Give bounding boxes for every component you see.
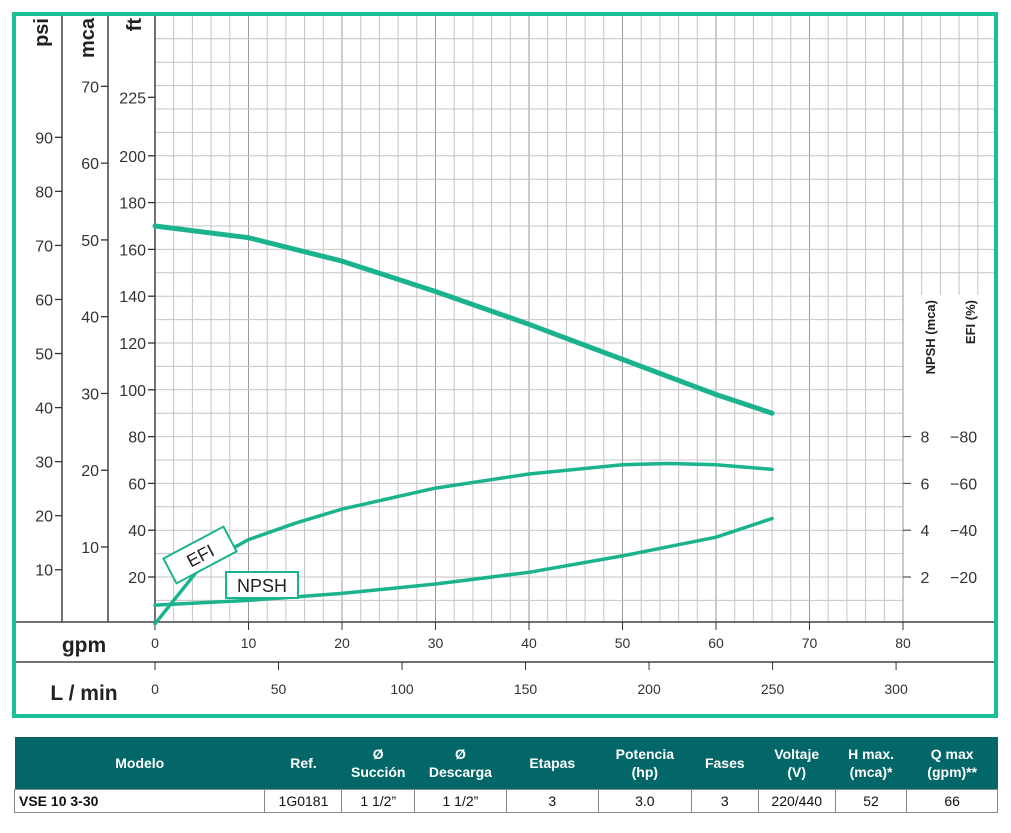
table-cell: VSE 10 3-30 — [13, 789, 266, 813]
y-tick-label: 100 — [119, 383, 146, 400]
y-right-tick-label: −80 — [950, 430, 977, 447]
table-cell: 52 — [834, 789, 908, 813]
y-tick-label: 10 — [81, 540, 99, 557]
npsh-label: NPSH — [237, 576, 287, 596]
column-header: Q max (gpm)** — [906, 737, 998, 790]
table-cell: 3 — [505, 789, 599, 813]
y-tick-label: 180 — [119, 196, 146, 213]
x2-tick-label: 50 — [271, 681, 287, 697]
column-header: Etapas — [506, 737, 599, 790]
table-cell: 1 1/2” — [341, 789, 416, 813]
x2-tick-label: 300 — [884, 681, 908, 697]
y-right-tick-label: 8 — [921, 430, 930, 447]
chart-frame — [12, 12, 998, 718]
x-tick-label: 0 — [151, 635, 159, 651]
spec-table: Modelo Ref. Ø Succión Ø Descarga Etapas Potenci… — [13, 737, 998, 813]
x2-tick-label: 200 — [637, 681, 661, 697]
y-right-tick-label: −60 — [950, 476, 977, 493]
y-tick-label: 40 — [35, 401, 53, 418]
efi-label-frame — [162, 525, 238, 585]
table-header-row: Modelo Ref. Ø Succión Ø Descarga Etapas Potenci… — [14, 737, 998, 790]
y-tick-label: 40 — [128, 523, 146, 540]
x-tick-label: 70 — [802, 635, 818, 651]
y-right-axis-label: NPSH (mca) — [923, 300, 938, 374]
y-right-tick-label: 2 — [921, 570, 930, 587]
y-tick-label: 90 — [35, 130, 53, 147]
y-tick-label: 30 — [81, 386, 99, 403]
y-tick-label: 160 — [119, 242, 146, 259]
y-tick-label: 225 — [119, 90, 146, 107]
table-cell: 66 — [906, 789, 998, 813]
y-axis-label-ft: ft — [124, 18, 146, 32]
y-tick-label: 80 — [128, 430, 146, 447]
x-tick-label: 80 — [895, 635, 911, 651]
x2-tick-label: 250 — [761, 681, 785, 697]
x-tick-label: 40 — [521, 635, 537, 651]
y-right-tick-label: −40 — [950, 523, 977, 540]
x-tick-label: 30 — [428, 635, 444, 651]
column-header: Ø Descarga — [414, 737, 507, 790]
y-tick-label: 20 — [35, 509, 53, 526]
y-right-tick-label: 4 — [921, 523, 930, 540]
x-tick-label: 60 — [708, 635, 724, 651]
column-header: Ref. — [264, 737, 342, 790]
column-header: Fases — [691, 737, 759, 790]
y-tick-label: 60 — [81, 156, 99, 173]
curve-npsh — [153, 516, 774, 607]
curve-h — [152, 223, 775, 416]
table-cell: 3 — [690, 789, 759, 813]
y-tick-label: 40 — [81, 310, 99, 327]
y-tick-label: 60 — [35, 292, 53, 309]
y-tick-label: 20 — [128, 570, 146, 587]
x2-tick-label: 100 — [390, 681, 414, 697]
x-axis-label-lmin: L / min — [50, 682, 117, 705]
y-tick-label: 140 — [119, 289, 146, 306]
x2-tick-label: 150 — [514, 681, 538, 697]
table-cell: 3.0 — [597, 789, 692, 813]
column-header: Ø Succión — [341, 737, 415, 790]
table-cell: 1 1/2” — [414, 789, 507, 813]
x-axis-label-gpm: gpm — [62, 634, 106, 657]
right-axis-panel — [903, 295, 996, 622]
y-tick-label: 120 — [119, 336, 146, 353]
y-axis-label-psi: psi — [31, 18, 53, 47]
y-tick-label: 20 — [81, 463, 99, 480]
x-tick-label: 20 — [334, 635, 350, 651]
y-tick-label: 30 — [35, 455, 53, 472]
efi-label-box: EFI — [162, 525, 238, 585]
column-header: Voltaje (V) — [758, 737, 836, 790]
table-cell: 1G0181 — [264, 789, 343, 813]
x-tick-label: 50 — [615, 635, 631, 651]
table-cell: 220/440 — [757, 789, 836, 813]
x-tick-label: 10 — [241, 635, 257, 651]
y-tick-label: 10 — [35, 563, 53, 580]
table-body: VSE 10 3-30 1G0181 1 1/2” 1 1/2” 3 3.0 3 220/44… — [13, 789, 998, 813]
y-tick-label: 50 — [81, 233, 99, 250]
y-tick-label: 80 — [35, 184, 53, 201]
y-right-tick-label: 6 — [921, 476, 930, 493]
y-axis-label-mca: mca — [77, 17, 99, 58]
y-tick-label: 50 — [35, 347, 53, 364]
column-header: Modelo — [14, 737, 265, 790]
y-right-tick-label: −20 — [950, 570, 977, 587]
y-tick-label: 70 — [81, 79, 99, 96]
column-header: Potencia (hp) — [598, 737, 692, 790]
y-tick-label: 60 — [128, 476, 146, 493]
y-right-axis-label: EFI (%) — [963, 300, 978, 344]
table-row: VSE 10 3-30 1G0181 1 1/2” 1 1/2” 3 3.0 3 220/44… — [13, 789, 998, 813]
npsh-label-frame — [225, 571, 299, 599]
pump-performance-chart: psi102030405060708090mca10203040506070ft… — [12, 12, 998, 718]
column-header: H max. (mca)* — [835, 737, 907, 790]
x2-tick-label: 0 — [151, 681, 159, 697]
y-tick-label: 200 — [119, 149, 146, 166]
y-tick-label: 70 — [35, 238, 53, 255]
